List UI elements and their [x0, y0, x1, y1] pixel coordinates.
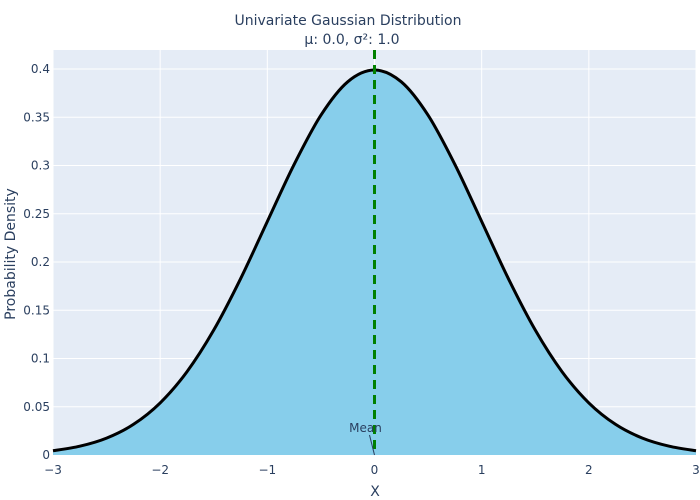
mean-annotation: Mean [349, 421, 382, 456]
y-tick-label: 0.2 [31, 255, 50, 269]
y-tick-label: 0.4 [31, 62, 50, 76]
y-tick-label: 0.1 [31, 352, 50, 366]
y-tick-label: 0.05 [23, 400, 50, 414]
x-tick-label: 1 [478, 463, 486, 477]
y-tick-label: 0.15 [23, 303, 50, 317]
x-tick-label: −1 [258, 463, 276, 477]
chart-subtitle: μ: 0.0, σ²: 1.0 [304, 32, 399, 48]
x-axis-ticks: −3 −2 −1 0 1 2 3 [44, 463, 700, 477]
y-tick-label: 0.3 [31, 159, 50, 173]
x-tick-label: 2 [585, 463, 593, 477]
x-axis-title: X [370, 484, 380, 500]
x-tick-label: 3 [692, 463, 700, 477]
chart-title: Univariate Gaussian Distribution [234, 13, 461, 29]
y-axis-ticks: 0 0.05 0.1 0.15 0.2 0.25 0.3 0.35 0.4 [23, 62, 50, 462]
x-tick-label: −2 [151, 463, 169, 477]
y-tick-label: 0.25 [23, 207, 50, 221]
y-tick-label: 0 [42, 448, 50, 462]
mean-annotation-label: Mean [349, 421, 382, 435]
x-tick-label: 0 [371, 463, 379, 477]
y-axis-title: Probability Density [3, 188, 19, 320]
y-tick-label: 0.35 [23, 110, 50, 124]
mean-annotation-arrow [369, 434, 375, 456]
x-tick-label: −3 [44, 463, 62, 477]
